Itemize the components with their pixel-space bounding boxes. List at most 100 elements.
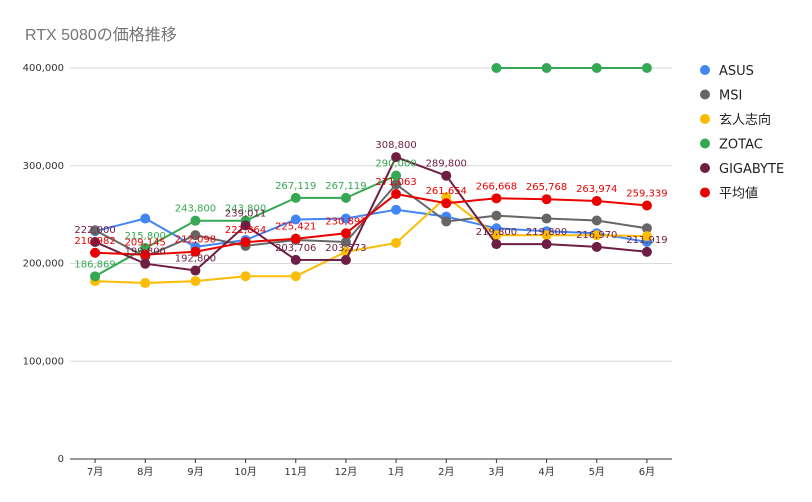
series-line — [94, 155, 647, 272]
data-point — [340, 192, 351, 203]
data-point — [641, 200, 652, 211]
data-label: 192,800 — [175, 254, 216, 265]
data-label: 186,869 — [74, 259, 115, 270]
data-point — [290, 214, 301, 225]
data-point — [90, 225, 101, 236]
series-lines — [90, 63, 652, 289]
legend-marker — [700, 138, 710, 149]
data-point — [340, 236, 351, 247]
legend-item: 玄人志向 — [700, 112, 771, 128]
data-point — [190, 276, 201, 287]
series-1 — [90, 179, 652, 262]
y-tick-label: 0 — [58, 454, 64, 465]
data-point — [190, 215, 201, 226]
data-label: 203,706 — [275, 243, 316, 254]
data-label: 209,145 — [125, 238, 166, 249]
x-tick-label: 3月 — [488, 466, 504, 478]
data-label: 219,800 — [476, 227, 517, 238]
data-point — [641, 223, 652, 234]
data-point — [441, 198, 452, 209]
legend-marker — [700, 114, 710, 124]
legend-label: ASUS — [719, 64, 754, 79]
legend-label: 玄人志向 — [719, 112, 771, 128]
data-label: 225,421 — [275, 222, 316, 233]
legend-marker — [700, 187, 710, 198]
legend-item: 平均値 — [700, 186, 758, 202]
series-line — [95, 192, 647, 256]
x-tick-label: 8月 — [137, 466, 153, 478]
data-label: 308,800 — [375, 140, 416, 151]
data-label: 212,098 — [175, 235, 216, 246]
data-point — [391, 152, 402, 163]
data-label: 219,800 — [526, 227, 567, 238]
legend-item: ZOTAC — [700, 138, 763, 153]
x-tick-label: 9月 — [187, 466, 203, 478]
x-tick-label: 5月 — [589, 466, 605, 478]
legend-marker — [700, 163, 710, 173]
data-label: 290,000 — [375, 159, 416, 170]
data-label: 203,573 — [325, 243, 366, 254]
data-point — [541, 239, 552, 250]
data-point — [541, 63, 552, 73]
data-point — [90, 236, 101, 247]
x-tick-label: 4月 — [538, 466, 554, 478]
data-label: 243,800 — [225, 204, 266, 215]
data-point — [441, 170, 452, 181]
x-tick-label: 1月 — [388, 466, 404, 478]
x-tick-label: 12月 — [335, 466, 358, 478]
data-label: 211,919 — [626, 235, 667, 246]
data-point — [240, 271, 251, 282]
data-point — [140, 278, 151, 289]
data-point — [491, 63, 502, 73]
data-label: 259,339 — [626, 188, 667, 199]
data-point — [391, 204, 402, 215]
chart-title: RTX 5080の価格推移 — [25, 26, 177, 44]
x-tick-label: 10月 — [234, 466, 257, 478]
data-label: 271,063 — [375, 177, 416, 188]
x-tick-label: 7月 — [87, 466, 103, 478]
x-tick-label: 6月 — [639, 466, 655, 478]
data-point — [140, 213, 151, 224]
data-point — [491, 239, 502, 250]
legend-label: MSI — [719, 89, 742, 104]
y-axis-ticks: 0 100,000 200,000 300,000 400,000 — [23, 63, 64, 465]
series-5 — [90, 189, 652, 260]
data-point — [190, 246, 201, 257]
data-point — [441, 216, 452, 227]
data-point — [290, 271, 301, 282]
data-point — [491, 230, 502, 241]
data-label: 221,864 — [225, 225, 266, 236]
data-label: 199,800 — [125, 247, 166, 258]
x-axis-ticks: 7月 8月 9月 10月 11月 12月 1月 2月 3月 4月 5月 6月 — [87, 459, 655, 478]
data-label: 265,768 — [526, 182, 567, 193]
data-point — [190, 230, 201, 241]
data-point — [641, 231, 652, 242]
y-tick-label: 400,000 — [23, 63, 64, 74]
y-tick-label: 300,000 — [23, 161, 64, 172]
data-point — [491, 210, 502, 221]
data-label: 243,800 — [175, 204, 216, 215]
data-point — [90, 271, 101, 282]
data-label: 266,668 — [476, 181, 517, 192]
data-point — [541, 213, 552, 224]
data-point — [140, 258, 151, 269]
data-label: 210,982 — [74, 236, 115, 247]
data-point — [491, 223, 502, 234]
legend-marker — [700, 65, 710, 75]
legend-item: GIGABYTE — [700, 162, 784, 177]
data-point — [391, 189, 402, 200]
data-point — [240, 220, 251, 231]
legend: ASUS MSI 玄人志向 ZOTAC GIGABYTE 平均値 — [700, 64, 784, 202]
y-tick-label: 100,000 — [23, 356, 64, 367]
data-point — [591, 215, 602, 226]
data-label: 263,974 — [576, 184, 617, 195]
data-label: 289,800 — [426, 159, 467, 170]
y-tick-label: 200,000 — [23, 259, 64, 270]
data-point — [290, 192, 301, 203]
data-point — [90, 247, 101, 258]
series-line — [95, 195, 647, 285]
data-point — [340, 213, 351, 224]
data-point — [641, 246, 652, 257]
data-point — [541, 194, 552, 205]
